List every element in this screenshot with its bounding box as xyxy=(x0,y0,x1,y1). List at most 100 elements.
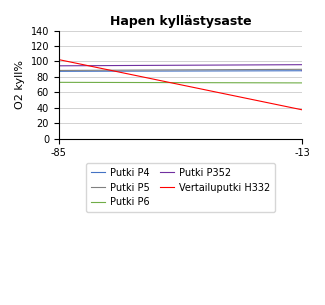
Putki P4 xyxy=(324,69,325,73)
Putki P352 xyxy=(314,73,318,76)
Line: Putki P5: Putki P5 xyxy=(11,38,325,73)
Putki P6 xyxy=(15,81,19,85)
Putki P5 xyxy=(20,69,23,73)
Putki P352 xyxy=(310,71,314,75)
Putki P352 xyxy=(45,61,49,65)
Putki P352 xyxy=(28,67,32,71)
Vertailuputki H332 xyxy=(307,97,311,100)
Vertailuputki H332 xyxy=(33,87,37,90)
Vertailuputki H332 xyxy=(317,102,321,106)
Vertailuputki H332 xyxy=(45,106,49,109)
Putki P5 xyxy=(25,69,29,73)
Putki P352 xyxy=(9,64,13,68)
Putki P5 xyxy=(16,67,20,71)
Vertailuputki H332 xyxy=(315,104,319,108)
Putki P352 xyxy=(40,81,44,85)
Vertailuputki H332 xyxy=(30,67,34,71)
Putki P6 xyxy=(320,83,324,86)
Putki P6 xyxy=(25,87,29,90)
Vertailuputki H332 xyxy=(322,112,325,116)
Putki P4 xyxy=(11,69,15,73)
Putki P352 xyxy=(304,75,307,79)
Putki P4 xyxy=(322,67,325,71)
Putki P352 xyxy=(312,71,316,75)
Putki P4 xyxy=(15,71,19,75)
Putki P6 xyxy=(307,84,311,88)
Putki P6 xyxy=(319,81,323,85)
Putki P4 xyxy=(307,71,311,75)
Vertailuputki H332 xyxy=(324,115,325,119)
Putki P6 xyxy=(310,83,314,86)
Putki P4 xyxy=(21,72,25,76)
Putki P352 xyxy=(43,61,47,65)
Line: Putki P6: Putki P6 xyxy=(11,81,325,103)
Putki P5 xyxy=(15,69,19,73)
Putki P4 xyxy=(310,69,314,73)
Putki P352 xyxy=(300,69,304,73)
Vertailuputki H332 xyxy=(36,92,40,96)
Putki P4 xyxy=(309,70,313,73)
Line: Vertailuputki H332: Vertailuputki H332 xyxy=(30,54,325,122)
Putki P6 xyxy=(30,98,34,102)
Vertailuputki H332 xyxy=(310,98,314,102)
Putki P5 xyxy=(310,67,314,71)
Putki P6 xyxy=(26,90,30,94)
Vertailuputki H332 xyxy=(320,107,324,111)
Putki P6 xyxy=(16,80,20,83)
Vertailuputki H332 xyxy=(53,98,57,102)
Putki P4 xyxy=(9,71,13,75)
Vertailuputki H332 xyxy=(47,107,51,111)
Putki P4 xyxy=(29,75,33,79)
Vertailuputki H332 xyxy=(52,100,56,103)
Putki P4 xyxy=(317,66,321,70)
Vertailuputki H332 xyxy=(57,89,61,92)
Putki P4 xyxy=(26,74,30,77)
Putki P5 xyxy=(9,69,13,73)
Putki P6 xyxy=(317,81,321,85)
Putki P4 xyxy=(25,71,29,75)
Putki P352 xyxy=(317,75,321,79)
Putki P5 xyxy=(320,69,324,73)
Putki P6 xyxy=(322,81,325,85)
Putki P5 xyxy=(29,63,33,67)
Putki P352 xyxy=(26,65,30,69)
Putki P4 xyxy=(30,74,34,77)
Putki P6 xyxy=(21,83,25,86)
Putki P4 xyxy=(23,70,27,74)
Putki P352 xyxy=(23,67,27,71)
Putki P4 xyxy=(20,73,23,76)
Vertailuputki H332 xyxy=(309,100,313,103)
Vertailuputki H332 xyxy=(50,103,54,106)
Putki P5 xyxy=(26,67,30,71)
Vertailuputki H332 xyxy=(48,106,52,109)
Putki P352 xyxy=(307,74,311,77)
Putki P5 xyxy=(13,67,17,71)
Putki P352 xyxy=(57,74,61,77)
Putki P6 xyxy=(20,81,23,85)
Putki P4 xyxy=(319,66,323,70)
Putki P6 xyxy=(23,84,27,88)
Putki P4 xyxy=(314,67,318,71)
Vertailuputki H332 xyxy=(28,52,32,56)
Putki P352 xyxy=(13,66,17,70)
Vertailuputki H332 xyxy=(43,104,47,108)
Putki P5 xyxy=(307,69,311,73)
Putki P5 xyxy=(23,71,27,75)
Putki P5 xyxy=(324,67,325,71)
Putki P5 xyxy=(21,70,25,73)
Vertailuputki H332 xyxy=(314,107,318,111)
Putki P6 xyxy=(13,80,17,83)
Putki P4 xyxy=(28,77,32,80)
Putki P352 xyxy=(20,69,23,73)
Putki P5 xyxy=(314,67,318,71)
Putki P5 xyxy=(317,66,321,70)
Putki P4 xyxy=(13,70,17,74)
Putki P352 xyxy=(47,59,51,63)
Putki P6 xyxy=(324,84,325,88)
Putki P5 xyxy=(30,36,34,40)
Putki P4 xyxy=(315,67,319,71)
Putki P352 xyxy=(30,70,34,74)
Putki P4 xyxy=(8,70,12,73)
Y-axis label: O2 kyll%: O2 kyll% xyxy=(15,60,25,109)
Putki P352 xyxy=(324,65,325,69)
